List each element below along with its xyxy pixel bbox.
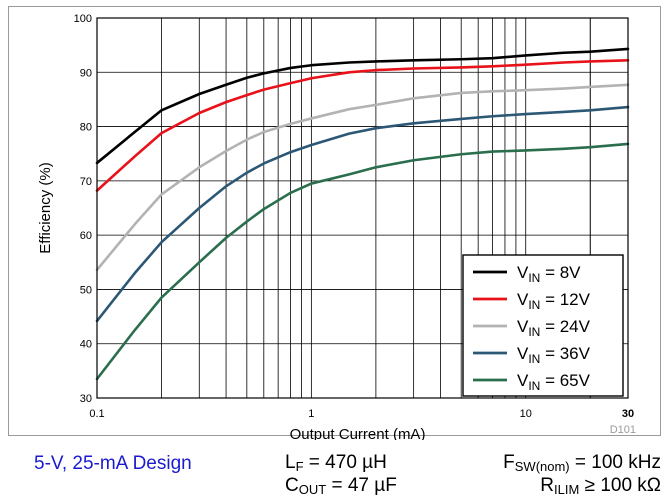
resistor-subscript: ILIM [554,482,580,497]
series-line-3 [95,83,630,272]
y-tick-label: 70 [80,176,92,188]
y-tick-label: 60 [80,230,92,242]
y-tick-label: 90 [80,67,92,79]
y-tick-label: 40 [80,339,92,351]
resistor-symbol: R [540,475,555,496]
capacitor-symbol: C [285,475,299,496]
capacitor-value: = 47 µF [326,475,397,496]
series-line-2 [95,59,630,192]
resistor-value: ≥ 100 kΩ [579,475,661,496]
inductor-caption: LF = 470 µH [285,452,387,474]
legend-label: VIN = 12V [517,290,591,312]
plot-border [96,17,629,399]
y-tick-label: 80 [80,122,92,134]
frequency-subscript: SW(nom) [514,459,570,474]
legend-label: VIN = 24V [517,317,591,339]
inductor-value: = 470 µH [303,452,387,473]
x-tick-label: 1 [308,408,314,420]
figure-border [8,6,661,436]
y-axis-label: Efficiency (%) [37,162,54,253]
x-tick-label: 10 [520,408,532,420]
legend-label: VIN = 36V [517,344,591,366]
legend-label: VIN = 65V [517,371,591,393]
frequency-symbol: F [503,452,515,473]
frequency-value: = 100 kHz [569,452,661,473]
y-tick-label: 100 [74,13,92,25]
x-axis-label: Output Current (mA) [290,426,426,440]
inductor-subscript: F [295,459,304,474]
legend-label: VIN = 8V [517,263,581,285]
y-tick-label: 50 [80,284,92,296]
design-caption: 5-V, 25-mA Design [34,453,192,474]
capacitor-subscript: OUT [298,482,327,497]
efficiency-chart: 30 40 50 60 70 80 90 100 0.1 1 10 30 Output Current … [37,13,636,440]
current-limit-resistor-caption: RILIM ≥ 100 kΩ [540,475,661,497]
inductor-symbol: L [285,452,296,473]
x-tick-label: 0.1 [89,408,104,420]
series-line-1 [95,47,630,165]
x-tick-label: 30 [622,408,634,420]
series-line-4 [95,105,630,323]
y-tick-label: 30 [80,393,92,405]
switching-frequency-caption: FSW(nom) = 100 kHz [503,452,661,474]
series-line-5 [95,142,630,381]
figure-id-label: D101 [610,424,636,436]
output-capacitor-caption: COUT = 47 µF [285,475,397,497]
